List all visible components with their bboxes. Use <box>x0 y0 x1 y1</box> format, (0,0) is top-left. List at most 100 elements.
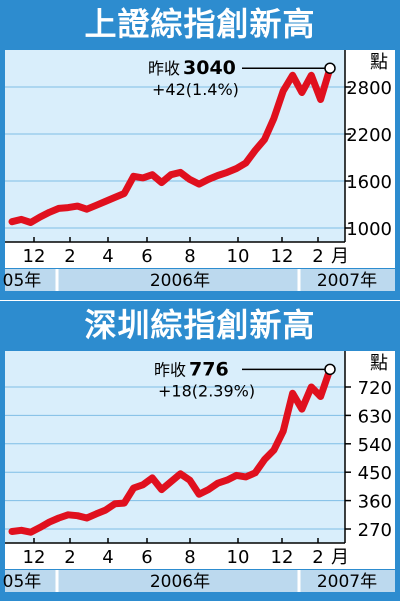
shenzhen-data-point <box>226 479 228 481</box>
shenzhen-chart-title: 深圳綜指創新高 <box>84 306 316 344</box>
shenzhen-data-point <box>292 392 294 394</box>
shanghai-data-point <box>30 222 32 223</box>
shenzhen-end-marker <box>324 363 336 376</box>
shanghai-data-point <box>48 211 50 213</box>
shenzhen-annotation-label-text: 昨收 <box>154 360 186 379</box>
shenzhen-data-point <box>254 472 256 474</box>
shanghai-data-point <box>245 162 247 164</box>
shanghai-data-point <box>123 193 125 194</box>
shenzhen-year-label: 2006年 <box>150 572 210 592</box>
shenzhen-month-tick-label: 2 <box>64 547 75 568</box>
shenzhen-annotation-label: 昨收 776 <box>154 358 229 380</box>
shanghai-data-point <box>282 90 284 92</box>
shanghai-data-point <box>264 139 265 140</box>
shanghai-month-tick-label: 12 <box>271 246 294 267</box>
shanghai-y-tick-label: 1000 <box>346 219 392 240</box>
shanghai-data-point <box>151 174 153 176</box>
shenzhen-data-point <box>123 502 125 504</box>
shenzhen-data-point <box>189 479 191 481</box>
shenzhen-year-label: 2007年 <box>317 572 377 592</box>
shanghai-month-tick-label: 6 <box>141 246 152 267</box>
shanghai-month-tick-label: 8 <box>184 246 195 267</box>
shenzhen-data-point <box>245 476 247 478</box>
shenzhen-y-tick-label: 450 <box>358 463 392 484</box>
shanghai-end-marker <box>324 62 336 74</box>
shenzhen-data-point <box>105 509 106 511</box>
shenzhen-data-point <box>310 386 312 388</box>
shenzhen-chart-panel: 深圳綜指創新高 270 360 450 540 630 720 點 12 2 4 6 8 10 12 2 月 0… <box>0 301 400 601</box>
shanghai-y-tick-label: 2800 <box>346 78 392 99</box>
shenzhen-data-point <box>114 503 116 505</box>
shenzhen-data-point <box>273 449 275 451</box>
shenzhen-data-point <box>20 529 22 531</box>
shenzhen-y-tick-label: 720 <box>358 378 392 399</box>
shanghai-data-point <box>217 175 219 176</box>
shanghai-data-point <box>114 196 116 198</box>
shenzhen-month-unit: 月 <box>331 547 349 568</box>
shenzhen-month-tick-label: 8 <box>184 547 195 568</box>
shanghai-annotation-value: 3040 <box>183 57 236 79</box>
shenzhen-month-tick-label: 12 <box>23 547 46 568</box>
shenzhen-y-tick-label: 630 <box>358 406 392 427</box>
shanghai-month-tick-label: 4 <box>102 246 113 267</box>
shenzhen-data-point <box>198 493 200 495</box>
shenzhen-year-label: 05年 <box>3 572 42 592</box>
shanghai-month-tick-label: 2 <box>64 246 75 267</box>
shenzhen-data-point <box>67 514 69 516</box>
shanghai-unit-label: 點 <box>370 52 388 73</box>
shanghai-data-point <box>142 177 144 179</box>
shanghai-data-point <box>86 208 88 210</box>
shenzhen-data-point <box>179 473 181 475</box>
shenzhen-data-point <box>11 531 13 532</box>
shenzhen-month-tick-label: 6 <box>141 547 152 568</box>
shanghai-data-point <box>310 74 312 76</box>
shanghai-data-point <box>236 168 237 169</box>
shenzhen-data-point <box>217 482 219 484</box>
shenzhen-data-point <box>301 408 303 410</box>
shanghai-data-point <box>292 74 294 76</box>
shenzhen-data-point <box>95 513 97 515</box>
shenzhen-data-point <box>207 489 209 491</box>
shenzhen-data-point <box>58 517 60 519</box>
shanghai-data-point <box>254 149 256 151</box>
shenzhen-data-point <box>151 477 153 479</box>
shanghai-data-point <box>320 99 322 100</box>
shanghai-axis-area <box>345 50 395 242</box>
shanghai-data-point <box>77 205 78 207</box>
shanghai-month-tick-label: 12 <box>23 246 46 267</box>
shenzhen-data-point <box>282 430 284 432</box>
shenzhen-axis-area <box>345 351 395 543</box>
shenzhen-month-tick-label: 12 <box>271 547 294 568</box>
shanghai-chart-title: 上證綜指創新高 <box>84 5 316 43</box>
shenzhen-data-point <box>236 474 237 476</box>
shanghai-data-point <box>20 218 22 220</box>
shanghai-data-point <box>58 207 60 209</box>
shanghai-data-point <box>133 175 135 177</box>
shenzhen-data-point <box>39 526 41 528</box>
shanghai-data-point <box>301 92 303 93</box>
shanghai-year-label: 2007年 <box>317 271 377 291</box>
shanghai-data-point <box>11 221 13 223</box>
shanghai-annotation-label-text: 昨收 <box>148 59 180 78</box>
shanghai-data-point <box>170 174 172 176</box>
shenzhen-month-row <box>5 543 395 569</box>
shanghai-data-point <box>161 182 163 184</box>
shenzhen-data-point <box>320 396 322 397</box>
shenzhen-data-point <box>30 531 32 533</box>
shanghai-y-tick-label: 2200 <box>346 125 392 146</box>
shenzhen-data-point <box>170 481 172 483</box>
shanghai-data-point <box>273 117 275 119</box>
shenzhen-plot-area <box>5 351 345 543</box>
shenzhen-annotation-value: 776 <box>189 358 229 380</box>
shanghai-month-unit: 月 <box>331 246 349 267</box>
shenzhen-y-tick-label: 540 <box>358 435 392 456</box>
shenzhen-annotation-change: +18(2.39%) <box>158 381 255 400</box>
shenzhen-y-tick-label: 360 <box>358 492 392 513</box>
shanghai-month-tick-label: 2 <box>312 246 323 267</box>
shanghai-y-tick-label: 1600 <box>346 172 392 193</box>
shanghai-data-point <box>207 178 209 180</box>
shanghai-year-label: 05年 <box>3 271 42 291</box>
shanghai-data-point <box>95 204 97 206</box>
